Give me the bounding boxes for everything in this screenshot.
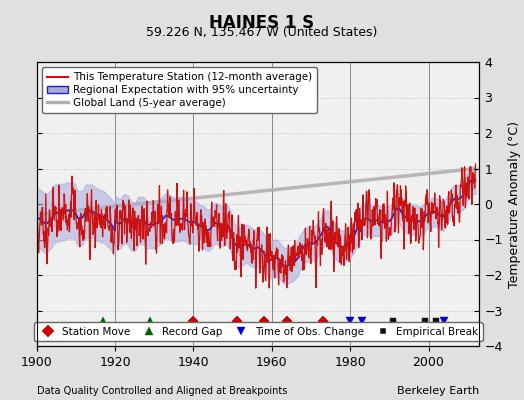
Text: 59.226 N, 135.467 W (United States): 59.226 N, 135.467 W (United States) [146, 26, 378, 39]
Text: Berkeley Earth: Berkeley Earth [397, 386, 479, 396]
Text: Data Quality Controlled and Aligned at Breakpoints: Data Quality Controlled and Aligned at B… [37, 386, 287, 396]
Text: HAINES 1 S: HAINES 1 S [210, 14, 314, 32]
Y-axis label: Temperature Anomaly (°C): Temperature Anomaly (°C) [508, 120, 521, 288]
Legend: Station Move, Record Gap, Time of Obs. Change, Empirical Break: Station Move, Record Gap, Time of Obs. C… [34, 322, 483, 341]
